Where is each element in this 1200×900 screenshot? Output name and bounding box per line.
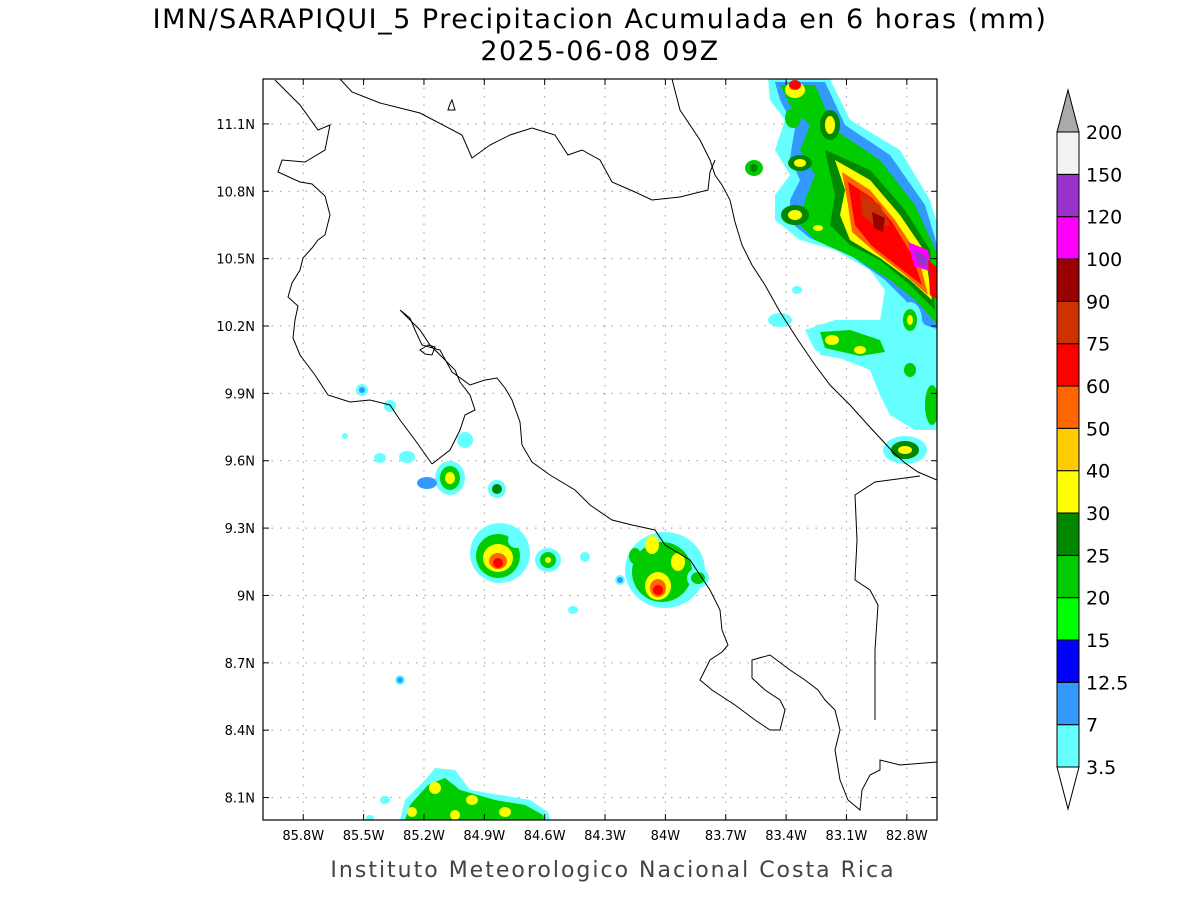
colorbar-swatch [1056,343,1080,387]
colorbar-legend: 3.5 7 12.5 15 20 25 30 40 50 60 75 90 100 120 150 200 [1056,88,1128,811]
colorbar-bottom-arrow [1056,766,1080,811]
x-tick-label: 85.8W [282,829,324,844]
nicoya-island-outline [419,344,436,356]
colorbar-level-label: 90 [1086,291,1110,313]
x-tick-label: 84.9W [463,829,505,844]
nicaragua-pacific-coast [274,79,433,465]
colorbar-level-label: 20 [1086,588,1110,610]
y-tick-label: 9.3N [225,522,255,537]
colorbar-swatch [1056,216,1080,260]
colorbar-swatch [1056,427,1080,472]
colorbar-swatch [1056,512,1080,556]
colorbar-level-label: 150 [1086,164,1122,186]
footer-credit: Instituto Meteorologico Nacional Costa R… [330,858,895,883]
colorbar-level-label: 200 [1086,122,1122,144]
colorbar-swatch [1056,639,1080,683]
x-tick-label: 85.2W [403,829,445,844]
precip-cells-limon [768,286,937,464]
x-tick-label: 83.4W [765,829,807,844]
coastlines [274,79,937,811]
lake-island [447,98,456,111]
colorbar-swatch [1056,554,1080,599]
colorbar-level-label: 50 [1086,418,1110,440]
y-tick-label: 8.1N [225,792,255,807]
colorbar-level-label: 100 [1086,249,1122,271]
colorbar-swatch [1056,724,1080,768]
colorbar-level-label: 3.5 [1086,757,1116,779]
x-tick-label: 85.5W [343,829,385,844]
x-tick-label: 82.8W [886,829,928,844]
colorbar-swatch [1056,597,1080,641]
colorbar-level-label: 40 [1086,461,1110,483]
colorbar-swatch [1056,131,1080,175]
y-tick-label: 8.4N [225,724,255,739]
x-tick-label: 83.7W [705,829,747,844]
panama-coast-south [854,579,879,720]
longitude-ticks: 85.8W 85.5W 85.2W 84.9W 84.6W 84.3W 84W 83.7W 83… [282,79,928,844]
latitude-ticks: 8.1N 8.4N 8.7N 9N 9.3N 9.6N 9.9N 10.2N 10.5N 10.8… [216,118,937,807]
plot-frame [262,78,938,821]
y-tick-label: 9.6N [225,455,255,470]
colorbar-swatch [1056,173,1080,218]
colorbar-swatch [1056,300,1080,345]
precip-band-caribbean [745,79,937,430]
map-title: IMN/SARAPIQUI_5 Precipitacion Acumulada … [153,4,1048,35]
x-tick-label: 84W [651,829,681,844]
precip-cells-pacific [342,384,625,685]
y-tick-label: 8.7N [225,657,255,672]
caribbean-coast [671,79,937,481]
colorbar-level-label: 15 [1086,630,1110,652]
y-tick-label: 10.5N [216,253,255,268]
plot-area: 85.8W 85.5W 85.2W 84.9W 84.6W 84.3W 84W 83.7W 83… [216,78,938,844]
y-tick-label: 10.8N [216,185,255,200]
precipitation-field [342,79,937,820]
colorbar-top-arrow [1056,88,1080,133]
colorbar-level-label: 120 [1086,207,1122,229]
colorbar-level-label: 25 [1086,545,1110,567]
x-tick-label: 84.3W [584,829,626,844]
lake-nicaragua-shore [339,79,716,201]
colorbar-swatch [1056,385,1080,429]
colorbar-swatch [1056,470,1080,514]
colorbar-level-label: 30 [1086,503,1110,525]
colorbar-level-label: 12.5 [1086,672,1128,694]
colorbar-level-label: 75 [1086,334,1110,356]
precip-cells-south-pacific [625,532,709,608]
nicoya-gulf-coast [399,309,937,811]
x-tick-label: 83.1W [826,829,868,844]
y-tick-label: 9N [237,589,255,604]
colorbar-level-label: 7 [1086,715,1098,737]
y-tick-label: 10.2N [216,320,255,335]
colorbar-level-label: 60 [1086,376,1110,398]
costa-rica-panama-border [854,475,921,581]
precip-band-osa [366,768,550,820]
map-subtitle-datetime: 2025-06-08 09Z [480,36,719,67]
y-tick-label: 9.9N [225,387,255,402]
y-tick-label: 11.1N [216,118,255,133]
x-tick-label: 84.6W [524,829,566,844]
colorbar-swatch [1056,258,1080,302]
colorbar-swatch [1056,681,1080,726]
